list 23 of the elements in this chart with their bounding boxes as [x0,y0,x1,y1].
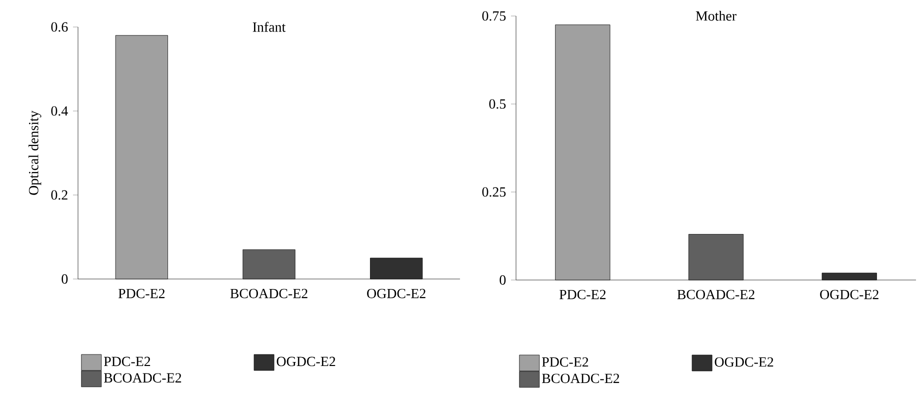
legend-label: BCOADC-E2 [542,374,620,384]
y-tick-label: 0 [500,275,506,285]
y-tick-label: 0.4 [51,106,68,116]
x-tick-label: OGDC-E2 [820,290,878,300]
x-tick-label: PDC-E2 [118,288,165,298]
x-tick-label: BCOADC-E2 [677,290,754,300]
legend-label: PDC-E2 [542,357,588,367]
y-tick-label: 0 [62,274,68,284]
y-axis-title: Optical density [28,110,42,195]
x-tick-label: PDC-E2 [559,290,606,300]
legend-label: BCOADC-E2 [104,373,182,383]
chart-title: Mother [696,10,736,21]
chart-title: Infant [252,22,286,32]
legend-label: OGDC-E2 [714,357,774,367]
y-tick-label: 0.6 [51,22,68,32]
y-tick-label: 0.25 [482,187,506,197]
y-tick-label: 0.5 [489,99,506,109]
legend-label: OGDC-E2 [276,356,336,366]
legend-label: PDC-E2 [104,356,150,366]
y-tick-label: 0.2 [51,190,68,200]
x-tick-label: BCOADC-E2 [230,288,308,298]
y-tick-label: 0.75 [482,11,506,21]
x-tick-label: OGDC-E2 [367,288,426,298]
